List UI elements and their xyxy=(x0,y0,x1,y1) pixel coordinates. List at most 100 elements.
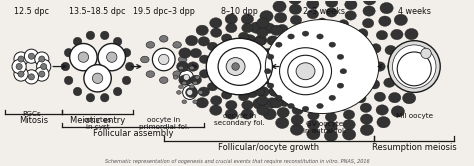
Ellipse shape xyxy=(190,48,201,58)
Ellipse shape xyxy=(159,77,168,83)
Ellipse shape xyxy=(391,106,404,117)
Ellipse shape xyxy=(199,55,210,64)
Ellipse shape xyxy=(179,85,183,89)
Ellipse shape xyxy=(345,0,357,10)
Ellipse shape xyxy=(176,61,189,72)
Ellipse shape xyxy=(290,61,302,72)
Ellipse shape xyxy=(238,61,251,72)
Ellipse shape xyxy=(326,8,337,17)
Ellipse shape xyxy=(187,89,193,95)
Ellipse shape xyxy=(265,98,278,108)
Ellipse shape xyxy=(24,70,38,84)
Ellipse shape xyxy=(421,48,431,59)
Ellipse shape xyxy=(302,106,309,111)
Ellipse shape xyxy=(411,44,424,56)
Ellipse shape xyxy=(271,62,281,71)
Ellipse shape xyxy=(225,14,237,24)
Text: oocytes
in cyst: oocytes in cyst xyxy=(83,117,112,130)
Ellipse shape xyxy=(193,100,198,104)
Ellipse shape xyxy=(73,37,82,46)
Ellipse shape xyxy=(190,66,194,70)
Ellipse shape xyxy=(270,62,281,71)
Ellipse shape xyxy=(35,67,49,81)
Ellipse shape xyxy=(198,37,210,46)
Ellipse shape xyxy=(374,92,385,102)
Ellipse shape xyxy=(277,24,288,34)
Ellipse shape xyxy=(185,36,198,46)
Ellipse shape xyxy=(187,62,199,71)
Ellipse shape xyxy=(193,81,198,85)
Ellipse shape xyxy=(377,117,390,128)
Ellipse shape xyxy=(86,93,95,102)
Ellipse shape xyxy=(251,74,264,85)
Ellipse shape xyxy=(173,76,178,79)
Ellipse shape xyxy=(16,63,22,70)
Ellipse shape xyxy=(159,36,168,42)
Ellipse shape xyxy=(98,43,126,71)
Ellipse shape xyxy=(282,34,292,43)
Ellipse shape xyxy=(41,63,47,70)
Ellipse shape xyxy=(267,36,278,45)
Text: GV oocyte
in antral fol.: GV oocyte in antral fol. xyxy=(303,121,346,134)
Ellipse shape xyxy=(270,98,283,108)
Ellipse shape xyxy=(14,67,28,81)
Ellipse shape xyxy=(375,62,385,71)
Ellipse shape xyxy=(288,103,294,109)
Ellipse shape xyxy=(400,61,412,72)
Ellipse shape xyxy=(239,48,252,59)
Ellipse shape xyxy=(345,11,356,20)
Ellipse shape xyxy=(360,114,373,124)
Text: PGCs: PGCs xyxy=(22,111,41,117)
Ellipse shape xyxy=(122,76,131,85)
Ellipse shape xyxy=(325,121,337,132)
Ellipse shape xyxy=(329,95,336,100)
Ellipse shape xyxy=(28,74,35,80)
Ellipse shape xyxy=(269,37,281,46)
Ellipse shape xyxy=(242,23,253,33)
Ellipse shape xyxy=(190,85,194,89)
Ellipse shape xyxy=(380,2,393,14)
Ellipse shape xyxy=(266,48,276,57)
Ellipse shape xyxy=(107,52,117,62)
Ellipse shape xyxy=(249,61,261,72)
Ellipse shape xyxy=(275,42,282,47)
Ellipse shape xyxy=(179,66,183,70)
Ellipse shape xyxy=(179,48,191,58)
Ellipse shape xyxy=(61,62,70,71)
Ellipse shape xyxy=(92,73,103,83)
Ellipse shape xyxy=(376,105,388,115)
Ellipse shape xyxy=(290,15,301,25)
Ellipse shape xyxy=(70,43,97,71)
Ellipse shape xyxy=(296,63,315,80)
Ellipse shape xyxy=(185,87,198,98)
Ellipse shape xyxy=(113,87,122,96)
Ellipse shape xyxy=(146,71,155,77)
Ellipse shape xyxy=(146,42,155,48)
Ellipse shape xyxy=(126,62,134,71)
Ellipse shape xyxy=(264,69,271,74)
Ellipse shape xyxy=(379,16,391,26)
Ellipse shape xyxy=(179,75,191,85)
Ellipse shape xyxy=(207,83,218,91)
Ellipse shape xyxy=(317,103,327,112)
Ellipse shape xyxy=(397,52,431,86)
Ellipse shape xyxy=(275,117,289,128)
Ellipse shape xyxy=(410,77,423,88)
Ellipse shape xyxy=(405,28,418,40)
Ellipse shape xyxy=(343,110,355,119)
Ellipse shape xyxy=(371,44,381,53)
Ellipse shape xyxy=(210,18,222,28)
Ellipse shape xyxy=(158,54,169,65)
Ellipse shape xyxy=(274,12,287,23)
Ellipse shape xyxy=(277,75,289,85)
Ellipse shape xyxy=(270,25,283,36)
Ellipse shape xyxy=(265,20,379,114)
Ellipse shape xyxy=(288,48,300,58)
Ellipse shape xyxy=(36,59,51,74)
Ellipse shape xyxy=(357,29,368,38)
Ellipse shape xyxy=(153,48,175,71)
Ellipse shape xyxy=(289,4,301,14)
Text: 4 weeks: 4 weeks xyxy=(398,7,431,16)
Text: Schematic representation of oogenesis and crucial events that require reconstitu: Schematic representation of oogenesis an… xyxy=(105,159,369,164)
Ellipse shape xyxy=(391,29,403,40)
